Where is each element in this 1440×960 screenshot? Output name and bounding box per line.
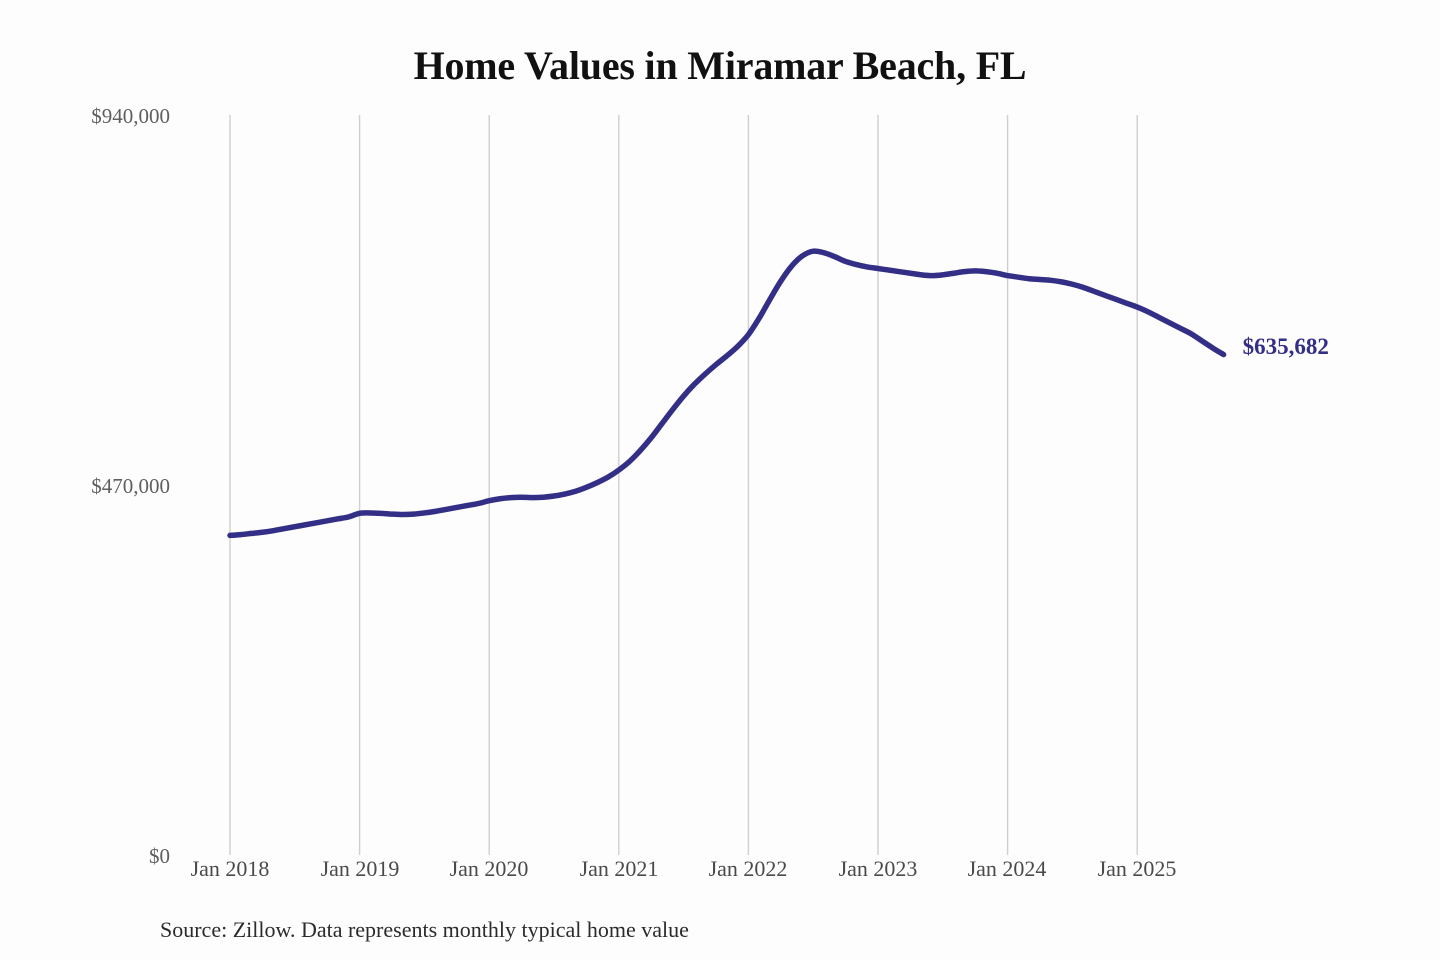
x-axis-tick-label-2018: Jan 2018 [190,856,270,881]
x-axis-tick-label-2021: Jan 2021 [579,856,659,881]
x-axis-tick-label-2024: Jan 2024 [967,856,1047,881]
x-axis-tick-label-2023: Jan 2023 [838,856,918,881]
page-title: Home Values in Miramar Beach, FL [413,43,1027,88]
end-value-annotation: $635,682 [1242,333,1329,359]
line-series-home-values [227,248,1227,539]
y-axis-tick-label-top: $940,000 [91,104,170,128]
x-axis-tick-label-2025: Jan 2025 [1097,856,1177,881]
x-axis-tick-label-2019: Jan 2019 [320,856,400,881]
y-axis-tick-label-bottom: $0 [149,844,170,868]
x-axis-tick-label-2020: Jan 2020 [449,856,529,881]
x-axis-tick-label-2022: Jan 2022 [708,856,788,881]
y-axis-tick-label-mid: $470,000 [91,474,170,498]
gridlines [229,115,1138,855]
source-note: Source: Zillow. Data represents monthly … [160,917,689,942]
